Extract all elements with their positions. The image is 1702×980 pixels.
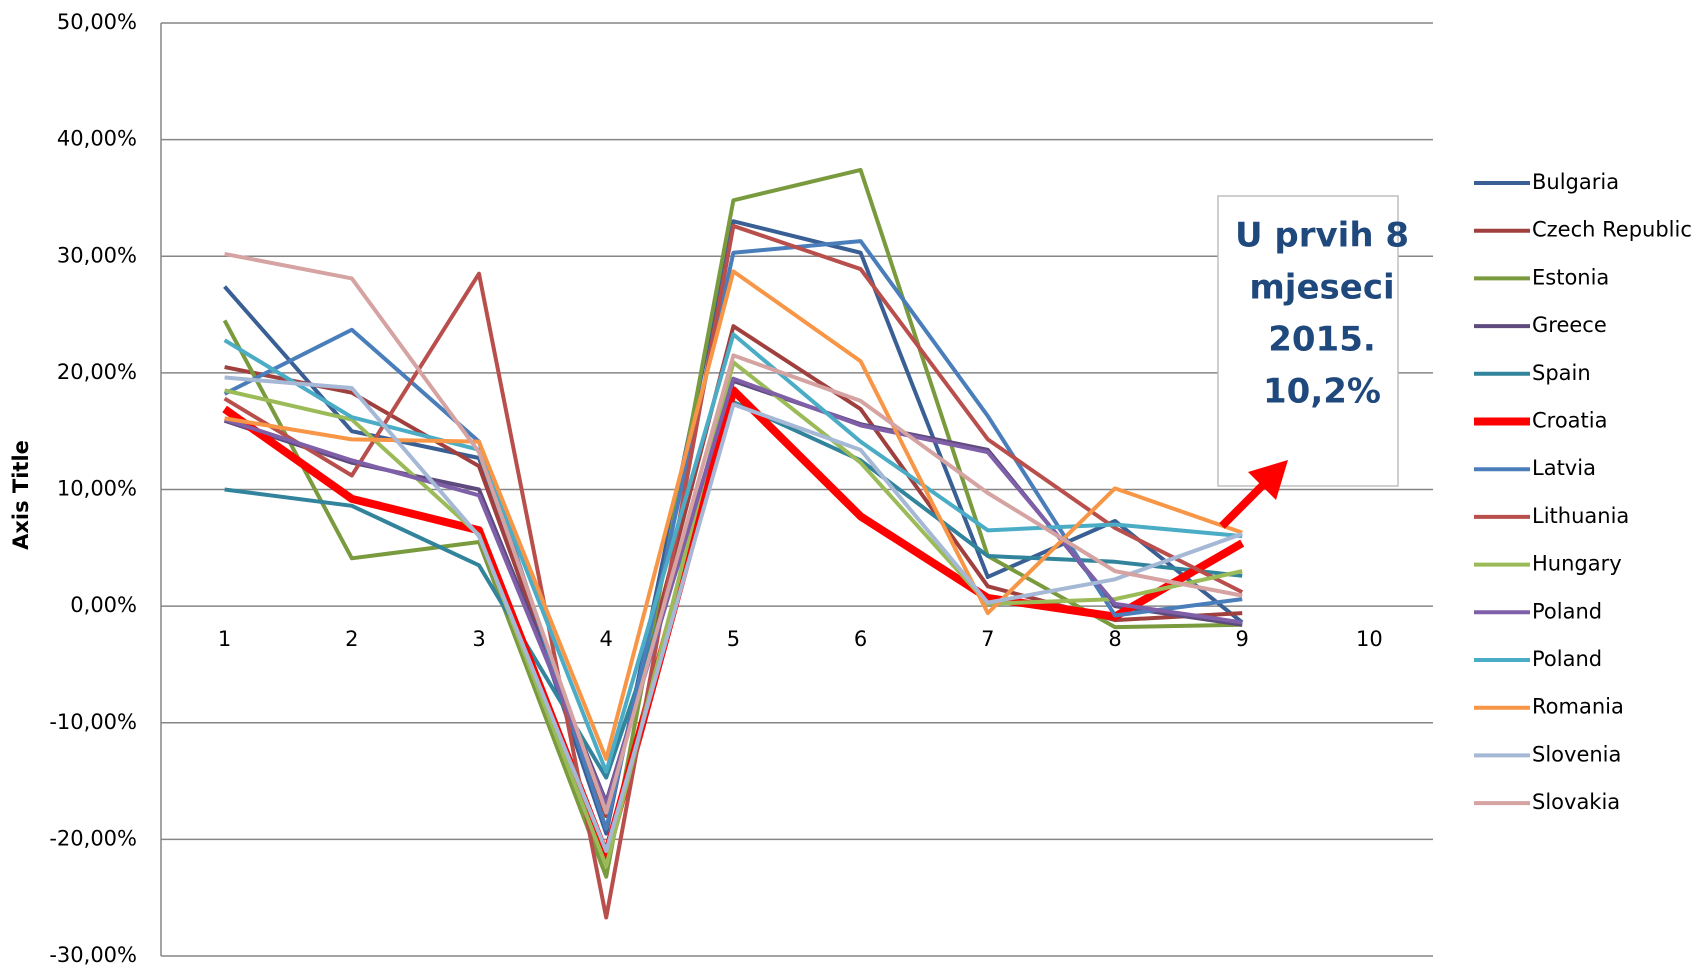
x-tick-label: 8 — [1108, 627, 1121, 651]
legend-label: Estonia — [1532, 265, 1609, 289]
x-tick-label: 9 — [1236, 627, 1249, 651]
legend-label: Croatia — [1532, 409, 1608, 433]
arrow-head — [1248, 460, 1288, 500]
series-line — [222, 386, 1245, 860]
y-tick-label: -20,00% — [49, 826, 137, 850]
annotation-line: 10,2% — [1263, 372, 1381, 412]
legend-label: Lithuania — [1532, 504, 1629, 528]
series-line — [224, 251, 1243, 815]
series-line — [224, 400, 1243, 780]
y-tick-label: 50,00% — [57, 10, 137, 34]
series-line — [223, 332, 1243, 774]
series-line — [223, 223, 1244, 920]
legend-label: Poland — [1532, 647, 1602, 671]
legend-label: Bulgaria — [1532, 170, 1619, 194]
x-tick-label: 5 — [727, 627, 740, 651]
annotation-line: 2015. — [1268, 320, 1376, 360]
x-tick-label: 10 — [1356, 627, 1383, 651]
series-line — [224, 269, 1243, 761]
x-tick-label: 4 — [600, 627, 613, 651]
x-tick-label: 7 — [981, 627, 994, 651]
y-tick-label: 10,00% — [57, 477, 137, 501]
legend-label: Spain — [1532, 361, 1591, 385]
annotation-line: mjeseci — [1249, 268, 1394, 308]
y-tick-label: -30,00% — [49, 943, 137, 967]
x-tick-label: 2 — [345, 627, 358, 651]
series-line — [223, 239, 1243, 831]
y-tick-label: 20,00% — [57, 360, 137, 384]
annotation-box — [1217, 195, 1399, 487]
x-tick-label: 1 — [218, 627, 231, 651]
plot-area — [160, 22, 1433, 957]
y-axis-title: Axis Title — [9, 440, 33, 550]
y-tick-label: -10,00% — [49, 710, 137, 734]
x-tick-label: 3 — [472, 627, 485, 651]
legend-label: Romania — [1532, 695, 1624, 719]
legend-label: Slovenia — [1532, 742, 1621, 766]
legend-label: Slovakia — [1532, 790, 1620, 814]
legend-label: Czech Republic — [1532, 218, 1692, 242]
y-tick-label: 0,00% — [70, 593, 137, 617]
legend-label: Latvia — [1532, 456, 1596, 480]
annotation: U prvih 8 mjeseci 2015. 10,2% — [1235, 216, 1409, 412]
y-tick-label: 30,00% — [57, 243, 137, 267]
legend-label: Hungary — [1532, 552, 1622, 576]
series-line — [223, 376, 1243, 807]
y-tick-label: 40,00% — [57, 127, 137, 151]
series-line — [224, 375, 1243, 854]
legend-label: Greece — [1532, 313, 1607, 337]
annotation-line: U prvih 8 — [1235, 216, 1409, 256]
legend-label: Poland — [1532, 599, 1602, 623]
x-tick-label: 6 — [854, 627, 867, 651]
series-line — [222, 167, 1243, 879]
